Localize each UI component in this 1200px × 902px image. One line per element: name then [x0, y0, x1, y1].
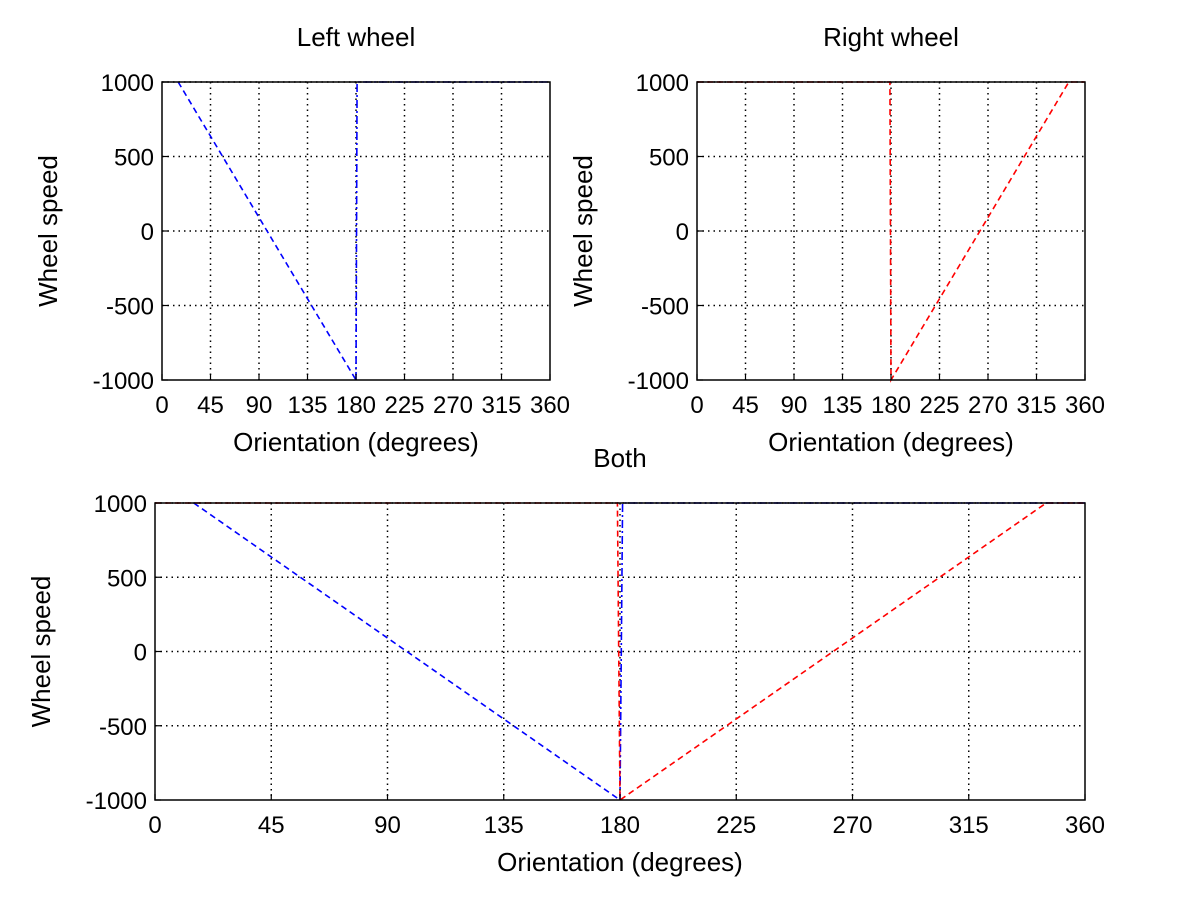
- y-axis-label: Wheel speed: [33, 155, 63, 307]
- x-tick-label: 180: [871, 392, 911, 419]
- y-tick-label: -1000: [93, 368, 154, 395]
- y-tick-label: -500: [99, 714, 147, 741]
- y-tick-label: 500: [649, 145, 689, 172]
- x-axis-label: Orientation (degrees): [233, 427, 479, 457]
- y-tick-label: -1000: [86, 788, 147, 815]
- chart-title: Left wheel: [297, 22, 416, 52]
- x-tick-label: 45: [732, 392, 759, 419]
- y-tick-label: -1000: [628, 368, 689, 395]
- x-tick-label: 225: [716, 812, 756, 839]
- x-tick-label: 315: [949, 812, 989, 839]
- x-axis-label: Orientation (degrees): [768, 427, 1014, 457]
- plot-left: 0 45 90 135 180 225 270 315 360 -1000 -500 0 500 1000…: [33, 22, 570, 457]
- x-tick-label: 360: [1065, 392, 1105, 419]
- x-tick-label: 360: [530, 392, 570, 419]
- x-tick-label: 90: [246, 392, 273, 419]
- plot-both: 0 45 90 135 180 225 270 315 360 -1000 -500 0 500 1000…: [26, 443, 1105, 877]
- x-tick-label: 90: [781, 392, 808, 419]
- x-tick-label: 315: [481, 392, 521, 419]
- y-axis-label: Wheel speed: [26, 576, 56, 728]
- y-tick-label: 0: [141, 219, 154, 246]
- x-tick-label: 0: [690, 392, 703, 419]
- chart-title: Both: [593, 443, 647, 473]
- y-tick-label: 0: [676, 219, 689, 246]
- series-line-left-0: [177, 81, 357, 381]
- x-tick-label: 270: [433, 392, 473, 419]
- x-tick-label: 45: [258, 812, 285, 839]
- plot-right: 0 45 90 135 180 225 270 315 360 -1000 -500 0 500 1000…: [568, 22, 1105, 457]
- x-tick-label: 135: [287, 392, 327, 419]
- y-axis-label: Wheel speed: [568, 155, 598, 307]
- series-line-left-1: [355, 81, 550, 381]
- x-tick-label: 270: [832, 812, 872, 839]
- series-line-both-0: [193, 502, 621, 801]
- x-tick-label: 90: [374, 812, 401, 839]
- chart-title: Right wheel: [823, 22, 959, 52]
- x-tick-label: 180: [336, 392, 376, 419]
- y-tick-label: 500: [107, 565, 147, 592]
- x-axis-label: Orientation (degrees): [497, 847, 743, 877]
- x-tick-label: 360: [1065, 812, 1105, 839]
- x-tick-label: 225: [384, 392, 424, 419]
- y-tick-label: 1000: [94, 491, 147, 518]
- x-tick-label: 135: [484, 812, 524, 839]
- y-tick-label: -500: [106, 294, 154, 321]
- y-tick-label: -500: [641, 294, 689, 321]
- x-tick-label: 180: [600, 812, 640, 839]
- series-line-both-1: [619, 502, 1085, 801]
- x-tick-label: 225: [919, 392, 959, 419]
- x-tick-label: 45: [197, 392, 224, 419]
- y-tick-label: 1000: [101, 70, 154, 97]
- x-tick-label: 135: [822, 392, 862, 419]
- y-tick-label: 1000: [636, 70, 689, 97]
- y-tick-label: 500: [114, 145, 154, 172]
- x-tick-label: 270: [968, 392, 1008, 419]
- x-tick-label: 0: [155, 392, 168, 419]
- x-tick-label: 315: [1016, 392, 1056, 419]
- y-tick-label: 0: [134, 640, 147, 667]
- x-tick-label: 0: [148, 812, 161, 839]
